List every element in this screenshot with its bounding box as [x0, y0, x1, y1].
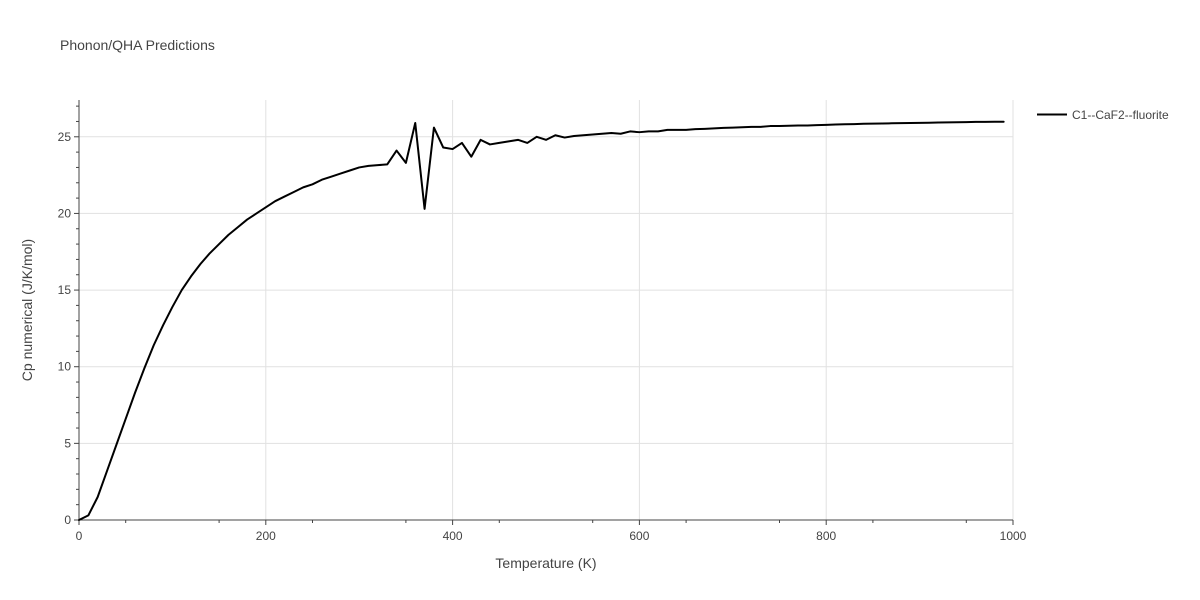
x-tick-label: 200 [256, 529, 276, 543]
x-tick-label: 400 [443, 529, 463, 543]
y-tick-label: 25 [58, 130, 72, 144]
y-tick-label: 5 [64, 436, 71, 450]
x-axis-title: Temperature (K) [495, 555, 596, 571]
y-tick-label: 15 [58, 283, 72, 297]
x-tick-label: 800 [816, 529, 836, 543]
y-axis-ticks: 0 5 10 15 20 25 [58, 105, 79, 527]
x-tick-label: 1000 [1000, 529, 1027, 543]
x-tick-label: 0 [76, 529, 83, 543]
y-tick-label: 20 [58, 206, 72, 220]
x-gridlines [265, 100, 1014, 520]
y-gridlines [79, 136, 1013, 444]
series-group [78, 120, 1005, 521]
y-tick-label: 10 [58, 360, 72, 374]
y-tick-label: 0 [64, 513, 71, 527]
x-axis-ticks: 0 200 400 600 800 1000 [76, 520, 1027, 543]
legend-label: C1--CaF2--fluorite [1072, 108, 1169, 122]
series-line [78, 120, 1005, 521]
x-tick-label: 600 [629, 529, 649, 543]
legend[interactable]: C1--CaF2--fluorite [1037, 108, 1169, 122]
y-axis-title: Cp numerical (J/K/mol) [19, 239, 35, 381]
chart-title: Phonon/QHA Predictions [60, 37, 215, 53]
